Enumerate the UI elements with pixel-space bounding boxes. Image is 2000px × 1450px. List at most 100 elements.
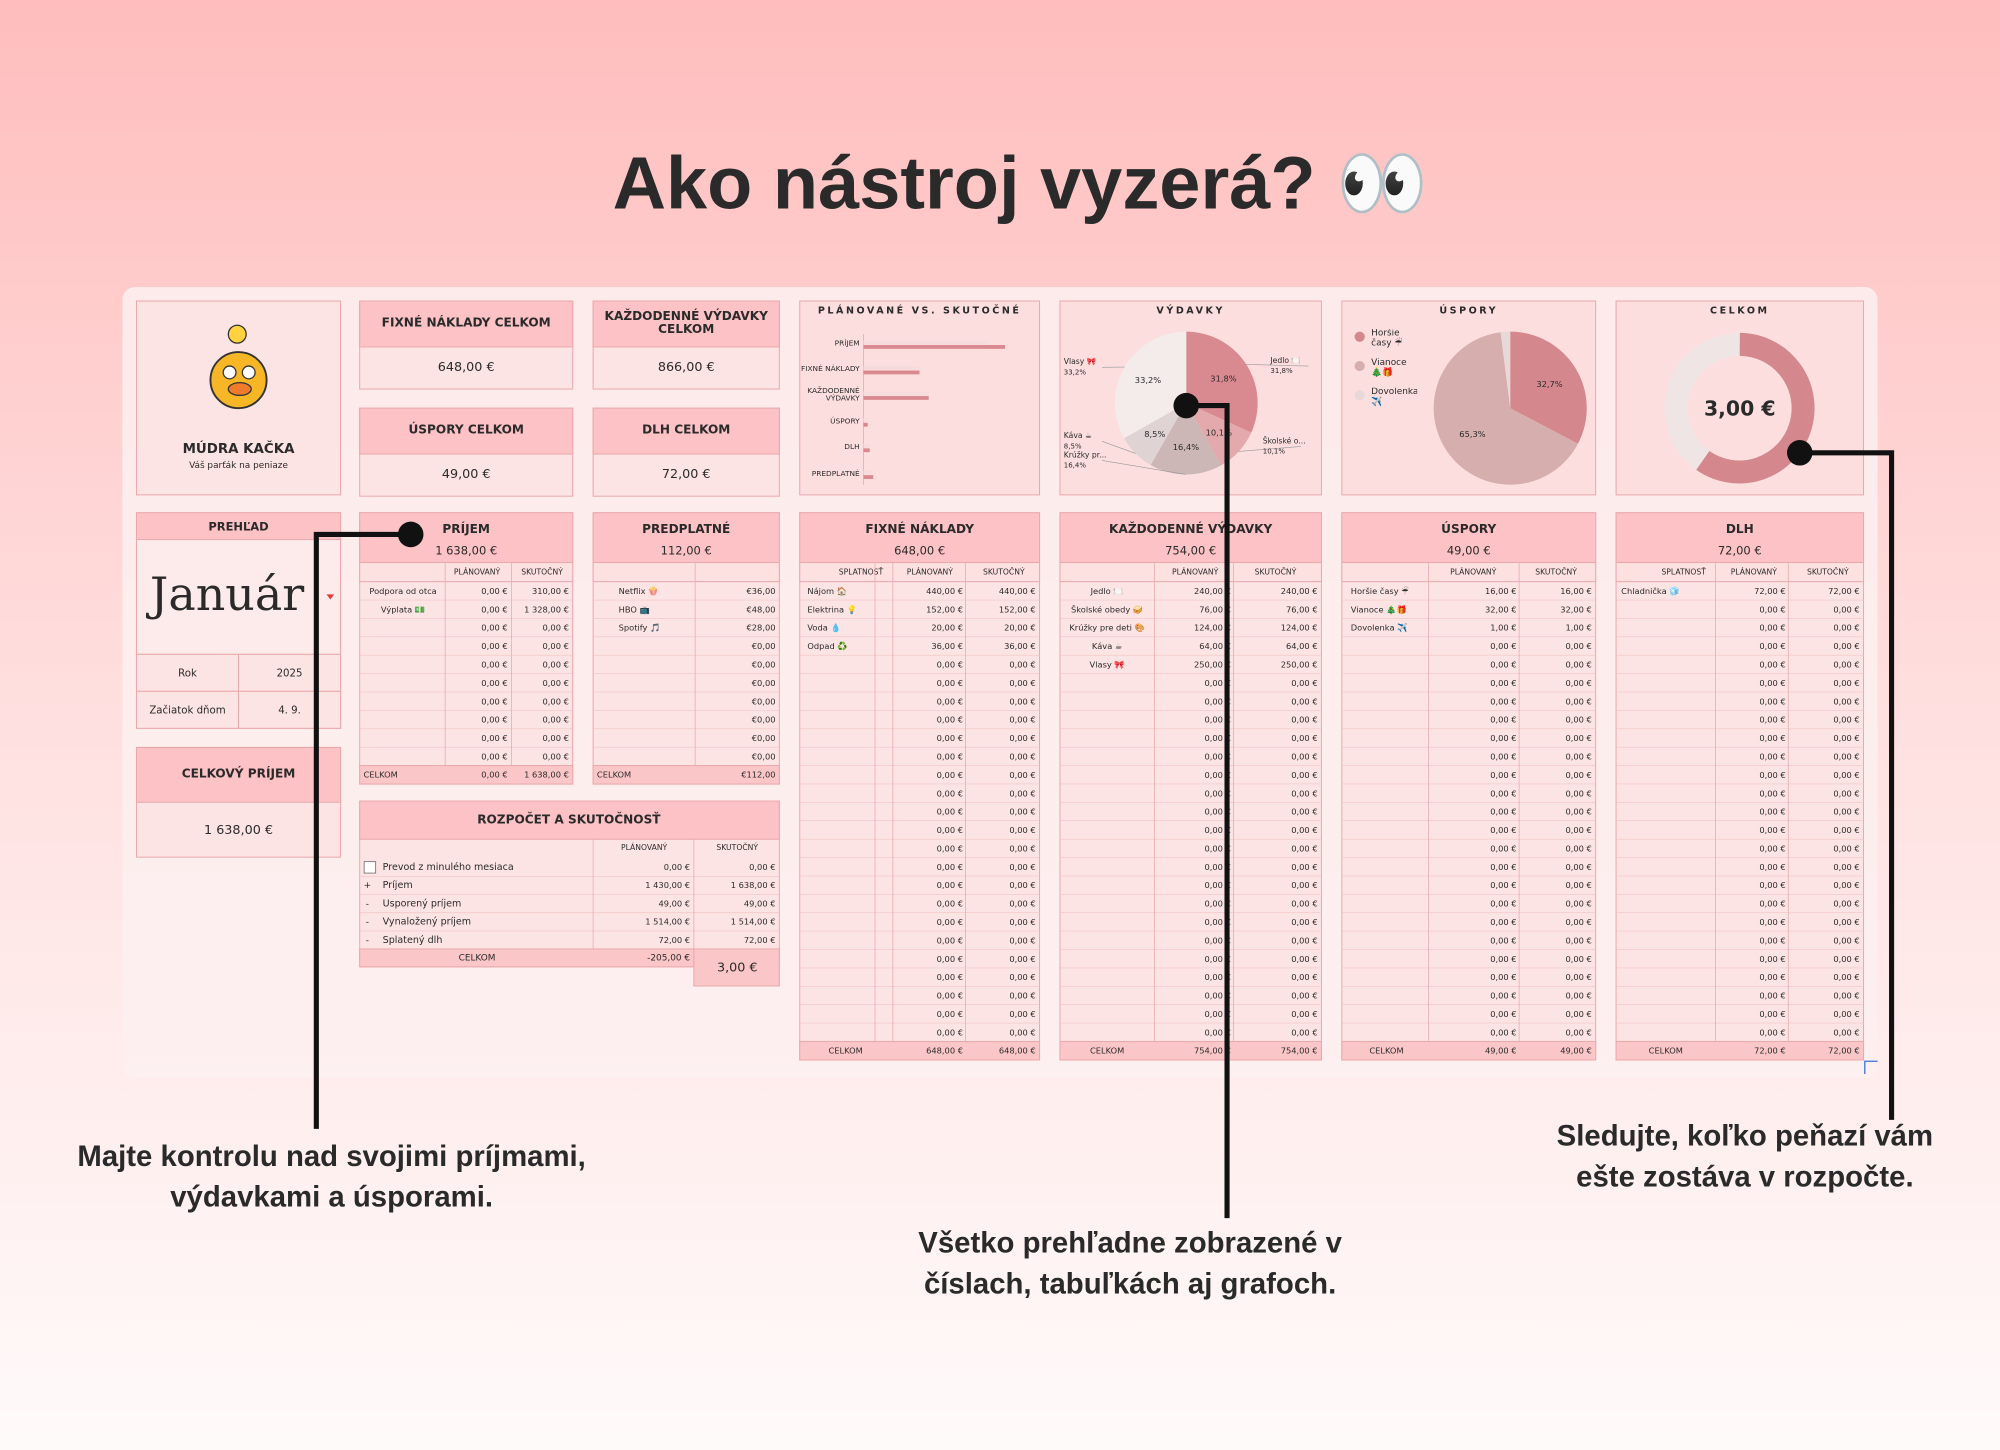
cell: 0,00 € xyxy=(1833,696,1859,706)
logo-tagline: Váš parťák na peniaze xyxy=(189,460,288,471)
column-header: SKUTOČNÝ xyxy=(983,568,1025,577)
pie-slice xyxy=(1186,403,1252,466)
cell: 0,00 € xyxy=(1291,899,1317,909)
page-title: Ako nástroj vyzerá? 👀 xyxy=(613,141,1429,224)
cell: 0,00 € xyxy=(1833,880,1859,890)
bar xyxy=(863,391,929,396)
cell: 16,00 € xyxy=(1485,586,1517,596)
legend-label-box: Vianoce 🎄🎁 xyxy=(1371,358,1407,378)
card-value: 72,00 € xyxy=(662,467,711,482)
month-cell xyxy=(135,539,342,655)
legend-dot xyxy=(1354,360,1365,372)
table-title: ÚSPORY xyxy=(1441,521,1496,536)
cell: 0,00 € xyxy=(481,733,507,743)
cell: 0,00 € xyxy=(1833,752,1859,762)
card-label-box: DLH CELKOM xyxy=(642,424,730,437)
cell: Nájom 🏠 xyxy=(807,586,847,596)
cell: Výplata 💵 xyxy=(381,604,425,614)
table-title: KAŽDODENNÉ VÝDAVKY xyxy=(1109,521,1272,536)
slice-name: Školské o... xyxy=(1263,436,1306,445)
footer-cell: 72,00 € xyxy=(1828,1046,1860,1056)
month-dropdown[interactable] xyxy=(326,594,335,600)
cell: HBO 📺 xyxy=(619,604,650,614)
cell: 0,00 € xyxy=(1490,660,1516,670)
chart-title: CELKOM xyxy=(1710,306,1770,317)
cell: €48,00 xyxy=(747,604,776,614)
column-header: PLÁNOVANÝ xyxy=(907,568,954,577)
cell: 1,00 € xyxy=(1565,623,1591,633)
slice-label: 16,4% xyxy=(1173,442,1199,452)
cell: 0,00 € xyxy=(1490,696,1516,706)
cell: 0,00 € xyxy=(937,1009,963,1019)
legend-label: Vianoce 🎄🎁 xyxy=(1371,358,1407,378)
table-footer xyxy=(359,765,574,785)
cell: 0,00 € xyxy=(1759,770,1785,780)
cell: 49,00 € xyxy=(658,898,690,908)
cell: 0,00 € xyxy=(481,586,507,596)
cell: 0,00 € xyxy=(1565,807,1591,817)
cell: 0,00 € xyxy=(1759,604,1785,614)
column-header: SPLATNOSŤ xyxy=(1661,568,1706,577)
logo-bulb xyxy=(227,324,247,344)
cell: Podpora od otca xyxy=(369,586,436,596)
budget-result xyxy=(693,948,780,987)
column-header: PLÁNOVANÝ xyxy=(1450,568,1497,577)
footer-cell: CELKOM xyxy=(364,770,398,780)
cell: 0,00 € xyxy=(1291,880,1317,890)
cell: 0,00 € xyxy=(937,880,963,890)
cell: 49,00 € xyxy=(744,898,776,908)
column-header: SKUTOČNÝ xyxy=(716,843,758,852)
cell: €0,00 xyxy=(752,660,776,670)
cell: 0,00 € xyxy=(1205,825,1231,835)
overview-value: 4. 9. xyxy=(278,705,301,716)
cell: 0,00 € xyxy=(1009,935,1035,945)
footer-cell: 49,00 € xyxy=(1485,1046,1517,1056)
cell: 0,00 € xyxy=(1291,1009,1317,1019)
cell: 20,00 € xyxy=(1004,623,1036,633)
cell: €36,00 xyxy=(747,586,776,596)
cell: 0,00 € xyxy=(1291,843,1317,853)
column-header: SKUTOČNÝ xyxy=(1255,568,1297,577)
budget-footer xyxy=(359,948,695,968)
cell: 0,00 € xyxy=(1291,678,1317,688)
table-title: PREDPLATNÉ xyxy=(642,521,730,536)
cell: 0,00 € xyxy=(937,715,963,725)
cell: 0,00 € xyxy=(937,770,963,780)
cell: 0,00 € xyxy=(1833,972,1859,982)
table-header xyxy=(592,512,780,564)
cell: 0,00 € xyxy=(1759,678,1785,688)
income-header xyxy=(135,746,342,803)
slice-percent: 10,1% xyxy=(1263,447,1286,456)
cell: €0,00 xyxy=(752,641,776,651)
cell: 0,00 € xyxy=(1565,899,1591,909)
cell: Dovolenka ✈️ xyxy=(1351,623,1408,633)
sign: - xyxy=(366,936,369,946)
cell: 0,00 € xyxy=(1565,843,1591,853)
cell: 0,00 € xyxy=(1490,752,1516,762)
donut-arc xyxy=(1696,332,1815,484)
cell: 0,00 € xyxy=(937,733,963,743)
cell: 0,00 € xyxy=(1205,1027,1231,1037)
cell: 0,00 € xyxy=(1009,788,1035,798)
selection-corner xyxy=(1864,1060,1878,1074)
cell: 0,00 € xyxy=(1490,862,1516,872)
cell: 0,00 € xyxy=(543,641,569,651)
table-header xyxy=(1341,512,1597,564)
cell: 0,00 € xyxy=(1291,862,1317,872)
cell: 0,00 € xyxy=(664,862,690,872)
bar xyxy=(863,345,1006,349)
bar xyxy=(863,422,868,427)
cell: 0,00 € xyxy=(1759,1027,1785,1037)
cell: 440,00 € xyxy=(999,586,1036,596)
cell: 0,00 € xyxy=(1759,991,1785,1001)
income-value: 1 638,00 € xyxy=(204,823,273,838)
cell: 0,00 € xyxy=(937,825,963,835)
footer-cell: CELKOM xyxy=(597,770,631,780)
footer-cell: 49,00 € xyxy=(1560,1046,1592,1056)
bar-category-box: ÚSPORY xyxy=(830,418,860,426)
cell: 0,00 € xyxy=(1565,935,1591,945)
slice-percent: 31,8% xyxy=(1270,366,1293,375)
legend-label-box: Horšie časy ☔ xyxy=(1371,329,1402,348)
cell: 0,00 € xyxy=(1759,807,1785,817)
